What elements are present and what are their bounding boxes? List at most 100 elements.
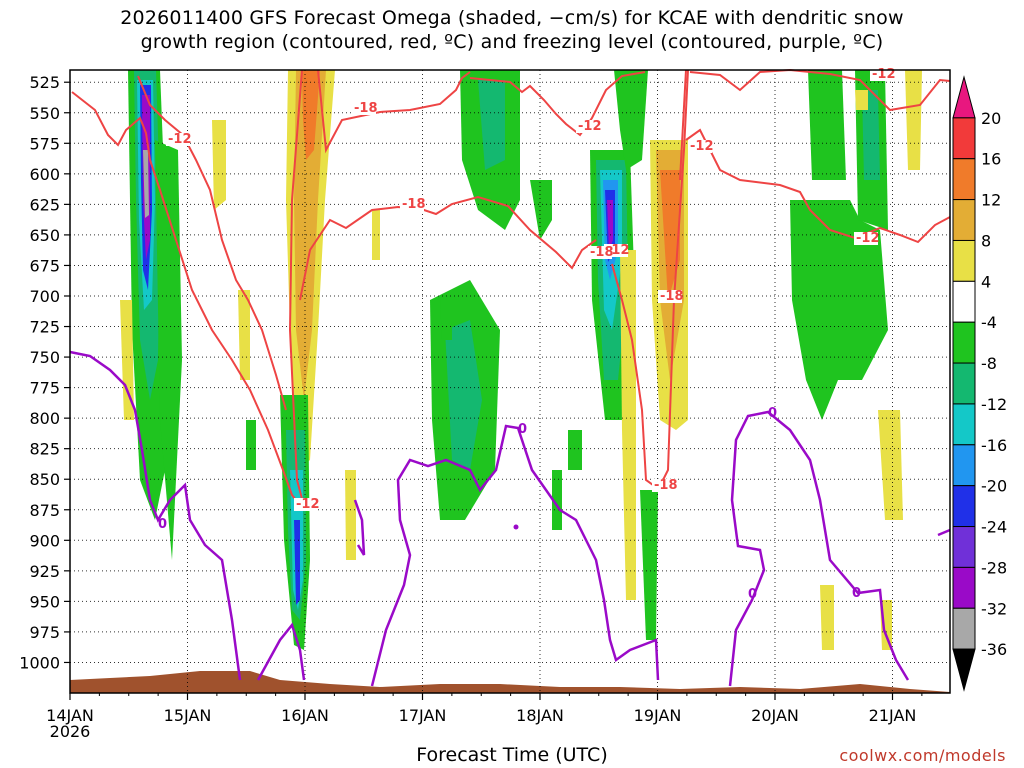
- omega-shade-25: [440, 300, 452, 340]
- y-tick-label-925: 925: [29, 562, 60, 581]
- y-tick-label-750: 750: [29, 348, 60, 367]
- omega-shade-8: [212, 120, 226, 210]
- y-tick-label-975: 975: [29, 623, 60, 642]
- omega-shade-26: [552, 470, 562, 530]
- y-tick-label-850: 850: [29, 470, 60, 489]
- y-tick-label-1000: 1000: [19, 653, 60, 672]
- dgz-label-0: -12: [168, 132, 192, 147]
- dgz-label-bg-3: [576, 120, 600, 133]
- dgz-label-3: -12: [578, 119, 602, 134]
- dgz-label-bg-10: [854, 232, 878, 245]
- dgz-contour-1: [137, 75, 287, 411]
- credit-link[interactable]: coolwx.com/models: [839, 746, 1006, 765]
- freezing-label-0: 0: [158, 517, 167, 532]
- dgz-label-5: -18: [660, 289, 684, 304]
- colorbar-top-arrow: [952, 75, 976, 119]
- dgz-label-bg-1: [352, 102, 376, 115]
- title-line-2: growth region (contoured, red, ºC) and f…: [140, 31, 884, 53]
- dgz-contour-0: [71, 91, 301, 506]
- dgz-contour-8: [685, 128, 951, 244]
- y-tick-label-550: 550: [29, 104, 60, 123]
- freezing-contour-3: [370, 424, 660, 687]
- dgz-contour-2: [288, 69, 306, 511]
- omega-shade-9: [238, 290, 250, 380]
- grid-lines: [70, 70, 950, 693]
- y-tick-label-800: 800: [29, 409, 60, 428]
- dgz-contour-6: [611, 263, 661, 491]
- y-tick-label-525: 525: [29, 73, 60, 92]
- freezing-label-4: 0: [852, 586, 861, 601]
- omega-shade-47: [905, 70, 922, 170]
- colorbar-label-2: 12: [981, 191, 1001, 210]
- y-tick-label-700: 700: [29, 287, 60, 306]
- colorbar-box-5: [952, 280, 976, 323]
- dgz-contour-4: [299, 195, 597, 301]
- colorbar-label-6: -8: [981, 354, 997, 373]
- dgz-label-bg-9: [870, 68, 894, 81]
- dgz-contour-3: [317, 69, 471, 154]
- freezing-contour-5: [937, 528, 951, 537]
- omega-shade-45: [820, 585, 834, 650]
- colorbar-box-7: [952, 362, 976, 405]
- dgz-label-bg-5: [658, 290, 682, 303]
- y-tick-label-825: 825: [29, 440, 60, 459]
- colorbar-box-1: [952, 117, 976, 160]
- freezing-dot: [513, 524, 519, 530]
- y-tick-label-675: 675: [29, 256, 60, 275]
- omega-shade-6: [155, 140, 182, 560]
- dgz-label-7: -12: [296, 497, 320, 512]
- y-tick-label-725: 725: [29, 318, 60, 337]
- terrain-fill: [70, 671, 950, 693]
- omega-shade-34: [614, 70, 648, 170]
- colorbar-label-4: 4: [981, 272, 991, 291]
- x-tick-label-1: 15JAN: [164, 706, 212, 725]
- dgz-label-bg-7: [294, 498, 318, 511]
- dgz-contour-9: [689, 68, 951, 112]
- dgz-label-bg-6: [688, 140, 712, 153]
- dgz-label-11: -18: [590, 245, 614, 260]
- plot-frame: [69, 69, 951, 694]
- colorbar-label-7: -12: [981, 395, 1007, 414]
- y-tick-label-950: 950: [29, 592, 60, 611]
- x-tick-label-5: 19JAN: [634, 706, 682, 725]
- colorbar-label-8: -16: [981, 436, 1007, 455]
- colorbar-box-6: [952, 321, 976, 364]
- colorbar-label-9: -20: [981, 477, 1007, 496]
- omega-shade-13: [302, 70, 320, 160]
- freezing-label-1: 0: [518, 422, 527, 437]
- dgz-contour-10: [679, 69, 687, 181]
- colorbar-label-10: -24: [981, 518, 1007, 537]
- freezing-label-3: 0: [768, 406, 777, 421]
- colorbar-box-9: [952, 444, 976, 487]
- dgz-label-8: -18: [654, 478, 678, 493]
- colorbar-box-4: [952, 239, 976, 282]
- omega-shade-27: [568, 430, 582, 470]
- chart-title: 2026011400 GFS Forecast Omega (shaded, −…: [0, 6, 1024, 54]
- omega-shade-10: [246, 420, 256, 470]
- colorbar-label-12: -32: [981, 599, 1007, 618]
- y-tick-label-900: 900: [29, 531, 60, 550]
- dgz-contour-5: [469, 71, 646, 137]
- x-axis-label: Forecast Time (UTC): [416, 744, 608, 766]
- colorbar-box-13: [952, 607, 976, 650]
- dgz-label-bg-8: [652, 479, 676, 492]
- x-tick-label-0: 14JAN: [46, 706, 94, 725]
- y-tick-label-650: 650: [29, 226, 60, 245]
- colorbar-box-10: [952, 485, 976, 528]
- colorbar-box-2: [952, 158, 976, 201]
- x-tick-label-3: 17JAN: [399, 706, 447, 725]
- dgz-label-6: -12: [690, 139, 714, 154]
- colorbar-box-11: [952, 526, 976, 568]
- colorbar-label-13: -36: [981, 640, 1007, 659]
- colorbar-label-1: 16: [981, 150, 1001, 169]
- y-tick-label-575: 575: [29, 134, 60, 153]
- y-tick-label-775: 775: [29, 379, 60, 398]
- x-tick-label-6: 20JAN: [751, 706, 799, 725]
- dgz-label-10: -12: [856, 231, 880, 246]
- dgz-label-2: -18: [402, 197, 426, 212]
- freezing-contour-1: [256, 622, 306, 681]
- omega-shade-40: [790, 200, 888, 420]
- dgz-label-1: -18: [354, 101, 378, 116]
- colorbar-bottom-arrow: [952, 648, 976, 692]
